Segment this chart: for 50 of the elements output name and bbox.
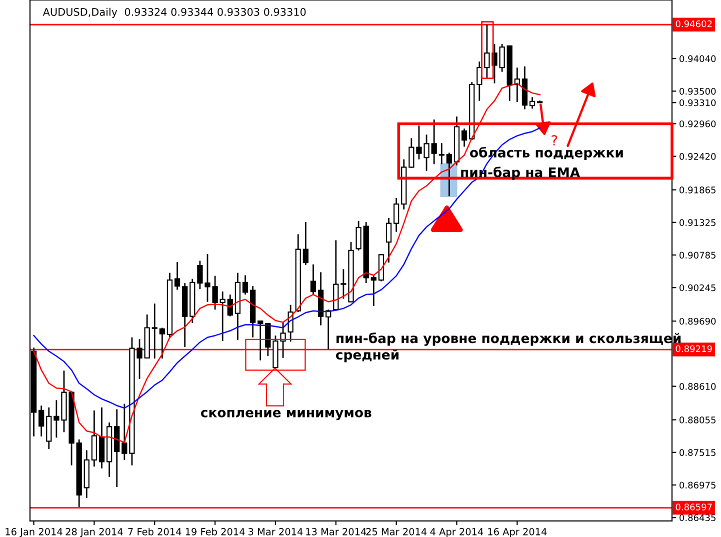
candlestick: [529, 96, 536, 110]
y-tick-label: 0.86435: [680, 514, 716, 522]
y-tick-label: 0.90245: [680, 284, 716, 292]
y-tick-label: 0.91865: [680, 186, 716, 194]
ref-line-label: 0.94602: [676, 20, 712, 28]
candlestick: [310, 264, 316, 296]
y-tick-label: 0.87515: [680, 449, 716, 456]
candlestick: [38, 404, 44, 438]
candlestick: [386, 217, 392, 264]
y-tick-label: 0.93500: [680, 88, 716, 95]
candlestick: [159, 327, 165, 360]
annotation: ?: [552, 135, 558, 146]
x-tick-label: 13 Mar 2014: [306, 528, 366, 536]
annotation: скопление минимумов: [200, 410, 372, 420]
y-tick-label: 0.88055: [680, 416, 716, 424]
candlestick: [220, 290, 226, 342]
candlestick: [152, 302, 158, 360]
x-tick-label: 25 Mar 2014: [366, 528, 427, 536]
candlestick: [431, 118, 437, 165]
y-tick-label: 0.92960: [680, 120, 716, 128]
ref-line-label: 0.86597: [676, 504, 712, 510]
candlestick: [122, 403, 128, 461]
x-tick-label: 3 Mar 2014: [248, 528, 303, 536]
candlestick: [302, 221, 309, 266]
ref-line-label: 0.89219: [676, 345, 712, 352]
candlestick: [174, 261, 180, 290]
y-tick-label: 0.86975: [680, 482, 716, 489]
x-tick-label: 16 Jan 2014: [6, 528, 62, 537]
y-tick-label: 0.89690: [680, 318, 716, 325]
y-tick-label: 0.92420: [680, 153, 716, 160]
y-tick-label: 0.91325: [680, 219, 716, 226]
candlestick: [408, 138, 414, 168]
text: AUDUSD,Daily 0.93324 0.93344 0.93303 0.93310: [42, 8, 306, 18]
candlestick: [370, 274, 376, 307]
candlestick: [258, 320, 264, 362]
candlestick: [461, 128, 468, 148]
candlestick: [446, 152, 452, 197]
candlestick: [438, 142, 444, 165]
candlestick: [356, 220, 362, 252]
x-tick-label: 7 Feb 2014: [128, 528, 182, 536]
y-tick-label: 0.93310: [680, 99, 716, 106]
x-tick-label: 16 Apr 2014: [488, 528, 547, 537]
y-tick-label: 0.94040: [680, 55, 716, 62]
candlestick: [393, 197, 400, 232]
x-tick-label: 28 Jan 2014: [66, 528, 123, 537]
candlestick: [242, 274, 248, 296]
x-tick-label: 4 Apr 2014: [430, 528, 484, 537]
y-tick-label: 0.88610: [680, 383, 716, 390]
y-tick-label: 0.90785: [680, 252, 716, 259]
x-tick-label: 19 Feb 2014: [186, 528, 245, 536]
